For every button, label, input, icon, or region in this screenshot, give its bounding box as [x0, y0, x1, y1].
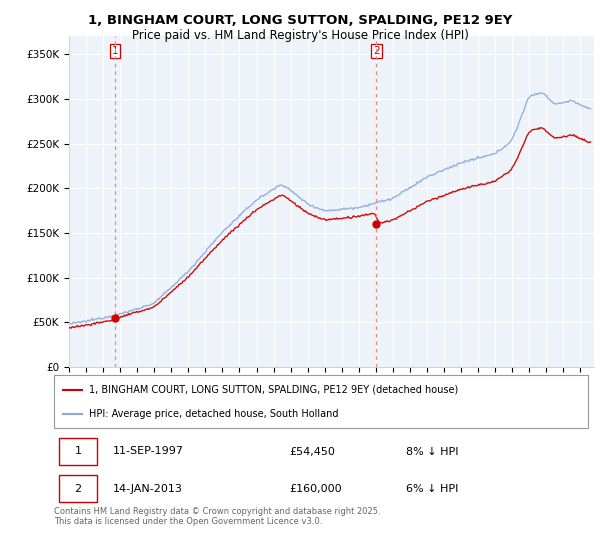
Text: Price paid vs. HM Land Registry's House Price Index (HPI): Price paid vs. HM Land Registry's House …	[131, 29, 469, 42]
Text: Contains HM Land Registry data © Crown copyright and database right 2025.
This d: Contains HM Land Registry data © Crown c…	[54, 507, 380, 526]
Text: 2: 2	[74, 484, 82, 493]
Text: 1, BINGHAM COURT, LONG SUTTON, SPALDING, PE12 9EY: 1, BINGHAM COURT, LONG SUTTON, SPALDING,…	[88, 14, 512, 27]
Text: HPI: Average price, detached house, South Holland: HPI: Average price, detached house, Sout…	[89, 409, 338, 419]
Text: 1: 1	[74, 446, 82, 456]
Text: 11-SEP-1997: 11-SEP-1997	[113, 446, 184, 456]
Text: £160,000: £160,000	[289, 484, 341, 493]
FancyBboxPatch shape	[59, 438, 97, 465]
FancyBboxPatch shape	[59, 475, 97, 502]
Text: 6% ↓ HPI: 6% ↓ HPI	[406, 484, 459, 493]
Text: £54,450: £54,450	[289, 446, 335, 456]
Text: 1: 1	[112, 46, 118, 56]
Text: 14-JAN-2013: 14-JAN-2013	[113, 484, 182, 493]
Text: 2: 2	[373, 46, 380, 56]
Text: 1, BINGHAM COURT, LONG SUTTON, SPALDING, PE12 9EY (detached house): 1, BINGHAM COURT, LONG SUTTON, SPALDING,…	[89, 385, 458, 395]
Text: 8% ↓ HPI: 8% ↓ HPI	[406, 446, 459, 456]
